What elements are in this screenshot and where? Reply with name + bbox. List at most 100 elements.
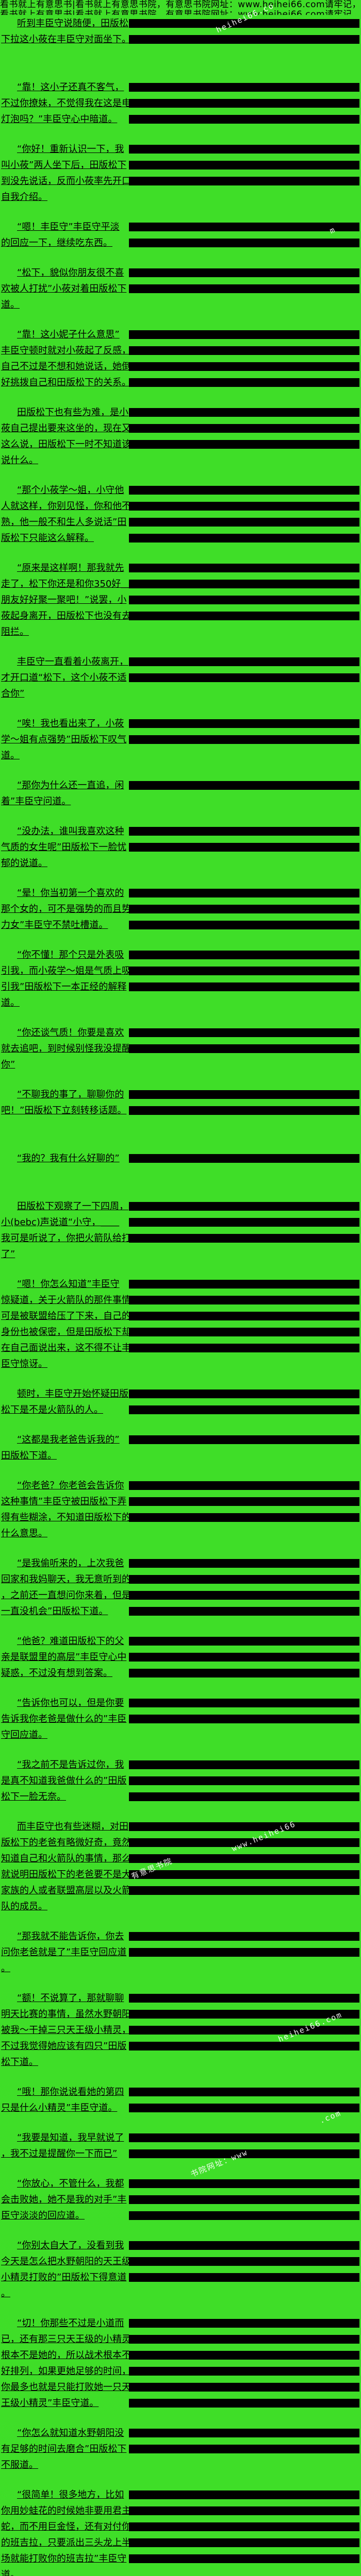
redaction-bar (129, 1559, 359, 1568)
text-row: 的班吉拉，只要派出三头龙上半 (0, 2535, 361, 2551)
text-line: 听到丰臣守说随便，田版松 (17, 18, 128, 29)
paragraph: “那你为什么还一直追，闲 着”丰臣守问道。 (0, 777, 361, 809)
paragraph: “切！你那些不过是小道而 已，还有那三只天王级的小精灵 根本不是她的，所以战术根本不… (0, 2315, 361, 2411)
redaction-bar (129, 284, 359, 293)
text-row: 丰臣守一直看着小莜离开， (0, 654, 361, 670)
redaction-bar (129, 35, 359, 44)
text-row: 道。 (0, 748, 361, 764)
paragraph: “原来是这样啊！那我就先 走了，松下你还是和你350好＿ 朋友好好聚一聚吧！”说罢，… (0, 560, 361, 640)
text-line: 你用妙蛙花的时候她非要用君主 (1, 2505, 129, 2516)
redaction-bar (129, 967, 359, 975)
redaction-bar (129, 2506, 359, 2515)
text-row: 我可是听说了，你把火箭队给打 (0, 1230, 361, 1246)
paragraph: “是我偷听来的，上次我爸 回家和我妈聊天，我无意听到的 ，之前还一直想问你来着，但是… (0, 1555, 361, 1619)
text-row: 是真不知道我爸做什么的”田版 (0, 1773, 361, 1789)
text-line: 知道自己和火箭队的事情，那么 (1, 1853, 129, 1864)
text-row: “靠！这小妮子什么意思” (0, 327, 361, 343)
text-row: 告诉我你老爸是做什么的”丰臣 (0, 1711, 361, 1727)
text-row: 走了，松下你还是和你350好＿ (0, 576, 361, 592)
text-row: 田版松下观察了一下四周， (0, 1198, 361, 1214)
redaction-bar (129, 2211, 359, 2220)
text-row: “嗯！你怎么知道”丰臣守 (0, 1276, 361, 1292)
text-row: 知道自己和火箭队的事情，那么 (0, 1851, 361, 1867)
text-row: 只是什么小精灵”丰臣守道。 (0, 2100, 361, 2116)
redaction-bar (129, 2104, 359, 2112)
text-row: 不服道。 (0, 2457, 361, 2473)
redaction-bar (129, 2367, 359, 2376)
text-row: 什么意思。 (0, 1526, 361, 1541)
text-row: “他爸？难道田版松下的父 (0, 1633, 361, 1649)
text-row: 欢被人打扰”小莜对着田版松下 (0, 281, 361, 297)
text-line: ，之前还一直想问你来着，但是 (1, 1590, 129, 1601)
paragraph: 顿时，丰臣守开始怀疑田版 松下是不是火箭队的人。 (0, 1386, 361, 1418)
redaction-bar (129, 408, 359, 417)
redaction-bar (129, 1637, 359, 1646)
paragraph: “那个小莜学～姐，小守他 人就这样，你别见怪，你和他不 熟，他一般不和生人多说话”田… (0, 482, 361, 546)
text-line: 松下道。 (1, 2057, 38, 2067)
text-line: 我可是听说了，你把火箭队给打 (1, 1233, 129, 1244)
redaction-bar (129, 2273, 359, 2282)
text-row: 自己不过是不想和她说话，她倒 (0, 359, 361, 375)
redaction-bar (129, 1481, 359, 1490)
text-row: 的回应一下，继续吃东西。 (0, 235, 361, 251)
text-line: “你好！重新认识一下，我 (17, 144, 124, 155)
text-line: 家族的人或者联盟高层以及火箭 (1, 1885, 129, 1896)
text-row: 臣守惊讶。 (0, 1356, 361, 1372)
paragraph: “松下，貌似你朋友很不喜 欢被人打扰”小莜对着田版松下 道。 (0, 265, 361, 313)
text-line: “切！你那些不过是小道而 (17, 2318, 124, 2329)
text-line: 臣守惊讶。 (1, 1359, 47, 1369)
text-line: “你别太自大了，没看到我 (17, 2240, 124, 2251)
paragraph: “唉！我也看出来了，小莜 学～姐有点强势”田版松下叹气 道。 (0, 716, 361, 764)
text-line: 。 (1, 1963, 10, 1974)
redaction-bar (129, 177, 359, 185)
text-row: 道。 (0, 297, 361, 313)
redaction-bar (129, 580, 359, 588)
text-row: 身份也被保密，但是田版松下却 (0, 1324, 361, 1340)
text-line: 会击败她，她不是我的对手”丰 (1, 2194, 127, 2205)
text-line: 着”丰臣守问道。 (1, 796, 71, 807)
text-row: 小精灵打败的”田版松下得意道 (0, 2269, 361, 2285)
redaction-bar (129, 827, 359, 836)
redaction-bar (129, 2149, 359, 2158)
redaction-bar (129, 1948, 359, 1957)
text-line: 了” (1, 1249, 15, 1260)
redaction-bar (129, 2522, 359, 2531)
text-row: “你放心，不管什么，我都 (0, 2176, 361, 2192)
text-line: 郁的说道。 (1, 858, 47, 869)
paragraph: “你老爸？你老爸会告诉你 这种事情”丰臣守被田版松下弄 得有些糊涂，不知道田版松下的… (0, 1478, 361, 1541)
text-line: “额！不说算了，那就聊聊 (17, 1993, 124, 2004)
text-row: 朋友好好聚一聚吧！”说罢，小 (0, 592, 361, 608)
text-row: 蛇，而不用巨金怪，还有对付你 (0, 2519, 361, 2535)
redaction-bar (129, 378, 359, 387)
text-line: “嗯！你怎么知道”丰臣守 (17, 1279, 120, 1290)
redaction-bar (129, 440, 359, 449)
text-row: “哦！那你说说看她的第四 (0, 2084, 361, 2100)
text-line: 什么意思。 (1, 1528, 47, 1539)
redaction-bar (129, 1513, 359, 1522)
text-line: 被我～干掉三只天王级小精灵， (1, 2025, 129, 2036)
redaction-bar (129, 1344, 359, 1352)
text-line: 说什么。 (1, 455, 38, 466)
redaction-bar (129, 2241, 359, 2250)
text-line: 道。 (1, 750, 20, 761)
text-line: “我之前不是告诉过你，我 (17, 1759, 124, 1770)
text-line: 有足够的时间去磨合”田版松下 (1, 2444, 127, 2454)
redaction-bar (129, 424, 359, 433)
text-row: 着”丰臣守问道。 (0, 793, 361, 809)
text-row: “晕！你当初第一个喜欢的 (0, 885, 361, 901)
text-line: 欢被人打扰”小莜对着田版松下 (1, 283, 127, 294)
redaction-bar (129, 1994, 359, 2003)
redaction-bar (129, 673, 359, 682)
text-row: 道。 (0, 995, 361, 1011)
text-row: “那个小莜学～姐，小守他 (0, 482, 361, 498)
redaction-bar (129, 905, 359, 913)
paragraph: “靠！这小妮子什么意思” 丰臣守顿时就对小莜起了反感， 自己不过是不想和她说话，她倒… (0, 327, 361, 391)
text-row: 灯泡吗？”丰臣守心中暗道。 (0, 111, 361, 127)
text-row: 引我，而小莜学～姐是气质上吸 (0, 963, 361, 979)
text-row: “额！不说算了，那就聊聊 (0, 1990, 361, 2006)
text-row: 好排列，如果更她足够的时间， (0, 2363, 361, 2379)
text-line: 根本不是她的，所以战术根本不 (1, 2350, 129, 2361)
text-line: 问你老爸就是了”丰臣守回应道 (1, 1947, 127, 1958)
redaction-bar (129, 1028, 359, 1037)
redaction-bar (129, 843, 359, 852)
